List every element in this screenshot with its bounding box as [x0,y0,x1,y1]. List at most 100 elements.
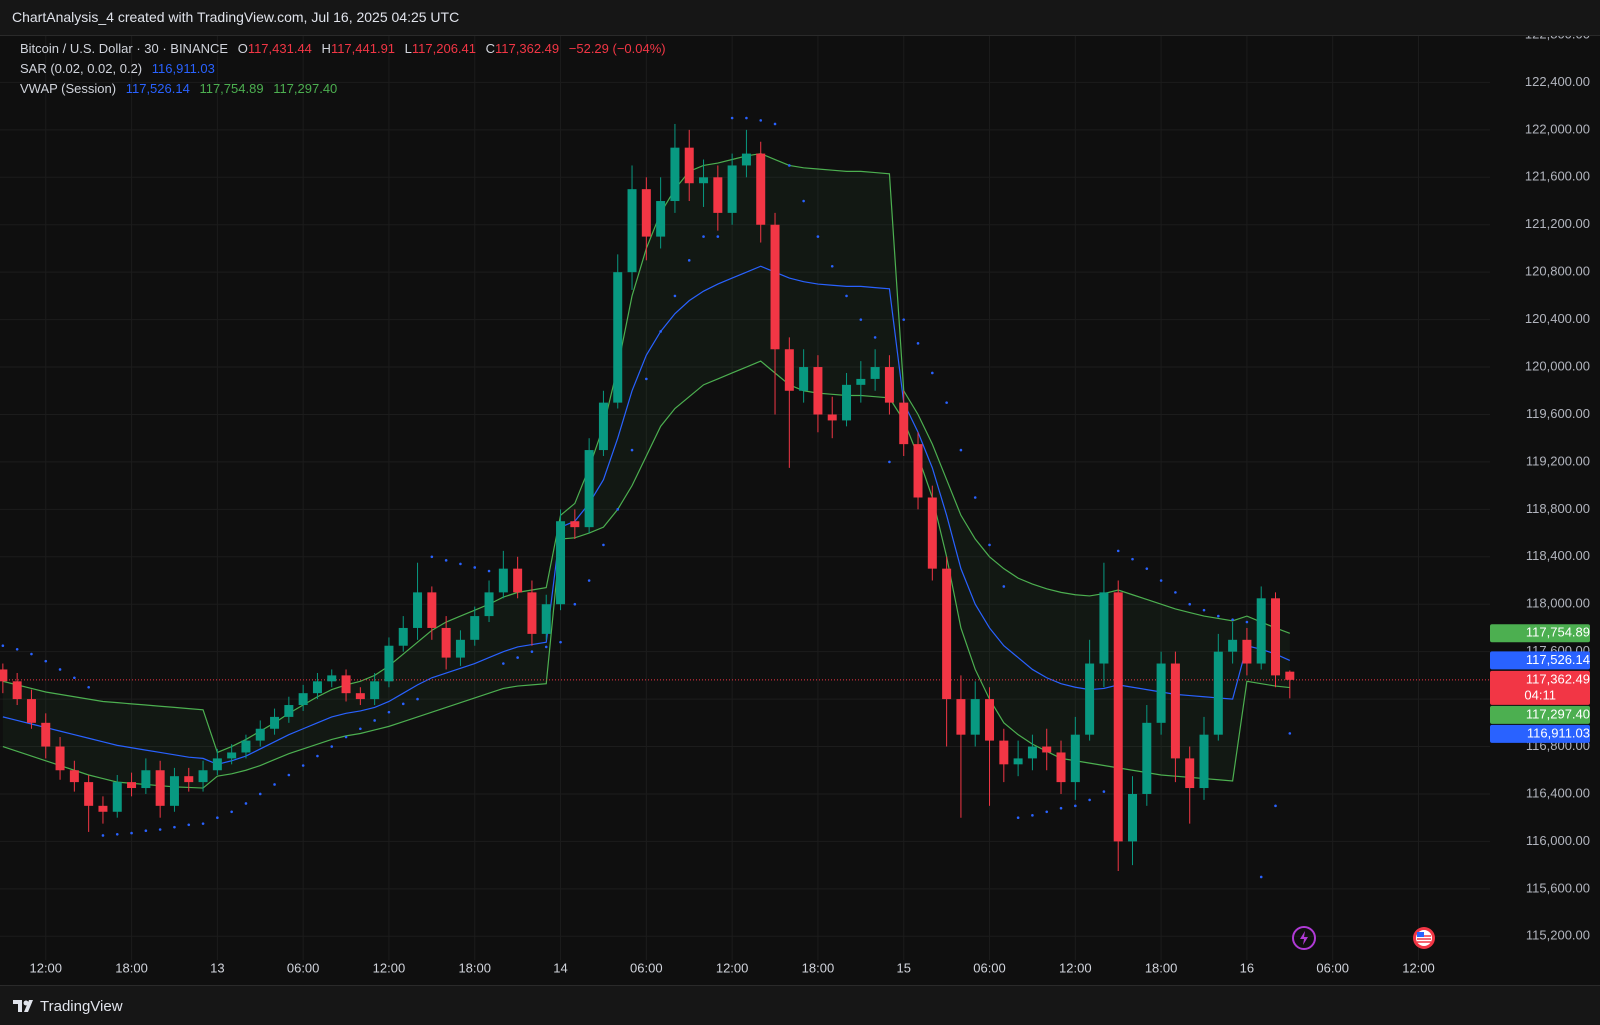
sar-dot [1274,804,1277,808]
sar-dot [15,647,19,651]
candle-body [184,776,194,783]
candle-body [1156,663,1166,723]
candle-body [627,189,637,273]
candle-body [470,616,480,640]
candle-body [55,746,65,771]
sar-dot [30,652,33,656]
candle-body [584,450,594,528]
candle-body [1199,734,1209,789]
candle-body [26,699,36,723]
candle-body [784,349,794,391]
candle-body [1271,598,1281,676]
sar-dot [173,825,176,829]
sar-dot [401,702,405,706]
price-label: 117,297.40 [1490,705,1590,724]
candle-body [856,378,866,385]
sar-dot [316,754,319,758]
candle-body [241,740,251,753]
sar-dot [187,823,191,827]
candle-body [370,681,380,700]
legend-ohlc-key: C [485,41,496,56]
sar-dot [959,448,963,452]
candle-body [1113,592,1123,842]
y-tick-label: 120,800.00 [1525,264,1590,279]
candle-body [1285,671,1295,680]
candle-body [684,147,694,184]
candle-body [355,693,365,700]
sar-dot [544,645,548,649]
sar-dot [659,330,662,333]
candle-body [927,497,937,569]
y-tick-label: 119,600.00 [1526,406,1590,421]
sar-dot [516,656,519,659]
sar-dot [258,792,262,796]
y-tick-label: 121,200.00 [1525,216,1590,231]
candle-body [69,770,79,783]
candle-body [484,592,494,617]
x-tick-label: 12:00 [373,960,406,975]
candle-body [498,568,508,593]
sar-dot [702,235,705,238]
lightning-icon[interactable] [1291,925,1317,951]
price-label-text: 117,297.40 [1526,706,1590,721]
sar-dot [201,822,205,825]
sar-dot [902,318,906,321]
candle-body [870,367,880,379]
sar-dot [816,235,820,238]
y-tick-label: 122,000.00 [1525,121,1590,136]
legend-change: −52.29 (−0.04%) [568,41,666,56]
candle-body [1228,639,1238,652]
sar-dot [1259,875,1263,879]
candle-body [198,770,208,783]
sar-dot [730,116,734,120]
x-tick-label: 12:00 [716,960,749,975]
x-tick-label: 15 [896,960,910,975]
legend-vwap-line[interactable]: VWAP (Session) 117,526.14 117,754.89 117… [20,81,343,96]
sar-dot [1188,602,1192,606]
sar-dot [873,336,877,339]
tradingview-logo [13,1000,33,1012]
sar-dot [144,829,148,833]
x-tick-label: 18:00 [458,960,491,975]
header-title: ChartAnalysis_4 created with TradingView… [12,9,460,25]
candle-body [84,782,94,806]
sar-dot [1031,814,1034,817]
x-tick-label: 16 [1240,960,1254,975]
candle-body [999,740,1009,765]
footer-bar: TradingView [0,985,1600,1025]
sar-dot [416,697,419,701]
sar-dot [1002,585,1006,588]
sar-dot [616,508,620,511]
price-label-box [1490,624,1590,643]
legend-sar-line[interactable]: SAR (0.02, 0.02, 0.2) 116,911.03 [20,61,221,76]
candle-body [942,568,952,700]
legend-ohlc-key: L [404,41,412,56]
sar-dot [1088,798,1091,802]
sar-dot [73,676,76,680]
sar-dot [830,264,834,268]
y-tick-label: 118,000.00 [1526,596,1590,611]
candle-body [327,675,337,682]
sar-dot [630,448,634,452]
sar-dot [44,659,48,663]
candle-body [1099,592,1109,664]
sar-dot [430,555,434,559]
sar-dot [1116,549,1120,553]
candle-body [0,669,8,682]
candle-body [1128,793,1138,842]
sar-dot [687,259,691,262]
candle-body [1170,663,1180,759]
x-tick-label: 18:00 [1145,960,1178,975]
candle-body [1142,722,1152,794]
candle-body [699,177,709,184]
economic-events-icon[interactable] [1411,925,1437,951]
x-tick-label: 06:00 [973,960,1006,975]
candle-body [556,521,566,605]
candle-body [827,414,837,421]
sar-dot [673,294,677,298]
sar-dot [115,832,119,836]
sar-dot [602,543,605,547]
candle-body [613,272,623,403]
candle-body [41,722,51,747]
